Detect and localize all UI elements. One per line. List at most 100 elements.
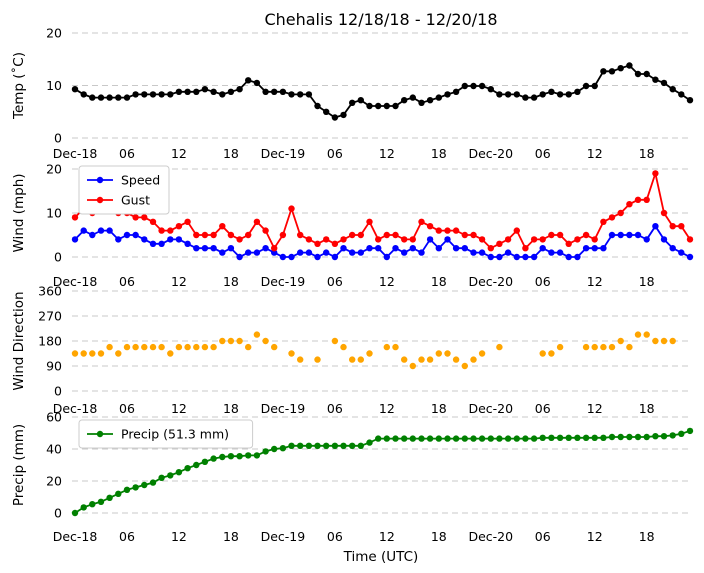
data-point — [634, 231, 642, 239]
data-point — [375, 102, 382, 110]
data-point — [626, 433, 633, 441]
data-point — [643, 70, 650, 78]
x-tick-label: 12 — [587, 529, 603, 544]
data-point — [487, 253, 494, 261]
x-tick-label: 12 — [587, 401, 603, 416]
data-point — [678, 223, 685, 230]
data-point — [201, 231, 209, 239]
data-point — [89, 94, 96, 101]
data-point — [600, 245, 607, 252]
data-point — [652, 223, 659, 230]
data-point — [193, 231, 200, 239]
data-point — [97, 350, 105, 357]
data-point — [106, 343, 113, 351]
data-point — [539, 91, 546, 98]
data-point — [158, 227, 165, 234]
y-tick-label: 10 — [46, 78, 62, 93]
x-tick-label: Dec-20 — [468, 274, 513, 289]
y-tick-label: 40 — [46, 442, 62, 457]
data-point — [617, 231, 624, 239]
legend-label: Speed — [121, 173, 160, 188]
data-point — [608, 343, 616, 351]
data-point — [643, 236, 650, 243]
data-point — [539, 245, 546, 252]
data-point — [504, 435, 512, 442]
data-point — [123, 94, 131, 101]
y-tick-label: 0 — [54, 250, 62, 265]
data-point — [452, 88, 460, 96]
data-point — [271, 249, 278, 256]
data-point — [175, 88, 183, 96]
data-point — [297, 249, 304, 256]
y-tick-label: 20 — [46, 474, 62, 489]
data-point — [219, 249, 226, 256]
data-point — [591, 236, 598, 243]
data-point — [652, 433, 659, 440]
data-point — [435, 227, 442, 234]
data-point — [106, 494, 113, 501]
data-point — [349, 231, 356, 239]
data-point — [392, 231, 399, 239]
data-point — [210, 343, 217, 351]
data-point — [340, 343, 347, 351]
data-point — [600, 218, 607, 225]
data-point — [548, 350, 555, 357]
data-point — [530, 236, 538, 243]
data-point — [357, 356, 364, 363]
x-tick-label: 06 — [119, 146, 135, 161]
data-point — [262, 337, 269, 345]
data-point — [184, 465, 191, 472]
data-point — [97, 94, 105, 101]
data-point — [401, 236, 408, 243]
data-point — [608, 231, 616, 239]
x-tick-label: Dec-18 — [53, 401, 98, 416]
data-point — [193, 343, 200, 351]
data-point — [227, 231, 235, 239]
data-point — [548, 249, 555, 256]
data-point — [652, 337, 659, 345]
data-point — [227, 245, 235, 252]
x-tick-label: 06 — [327, 401, 343, 416]
data-point — [556, 249, 564, 256]
data-point — [409, 236, 416, 243]
data-point — [331, 240, 339, 247]
data-point — [660, 337, 668, 345]
data-point — [357, 249, 364, 256]
data-point — [435, 435, 442, 442]
data-point — [401, 435, 408, 442]
data-point — [608, 68, 616, 75]
x-tick-label: Dec-20 — [468, 146, 513, 161]
data-point — [271, 245, 278, 252]
x-tick-label: 18 — [431, 274, 447, 289]
data-point — [461, 82, 468, 90]
data-point — [496, 91, 503, 98]
data-point — [478, 82, 486, 90]
data-point — [461, 231, 468, 239]
x-tick-label: 18 — [223, 274, 239, 289]
data-point — [556, 231, 564, 239]
data-point — [305, 249, 313, 256]
data-point — [80, 350, 87, 357]
data-point — [617, 209, 624, 217]
x-tick-label: 18 — [223, 146, 239, 161]
data-point — [574, 236, 581, 243]
data-point — [530, 253, 538, 261]
data-point — [253, 249, 261, 256]
data-point — [478, 236, 486, 243]
data-point — [357, 442, 364, 449]
data-point — [366, 102, 373, 110]
data-point — [548, 88, 555, 96]
data-point — [539, 350, 546, 357]
x-tick-label: Dec-20 — [468, 529, 513, 544]
wind-speed-panel: 0 10 20 Wind (mph) Dec-18 06 12 18 Dec-19 06 12 18 D… — [11, 162, 694, 289]
data-point — [513, 253, 520, 261]
data-point — [123, 486, 131, 493]
data-point — [271, 88, 278, 96]
data-point — [149, 479, 157, 486]
data-point — [236, 337, 243, 345]
y-tick-label: 90 — [46, 359, 62, 374]
data-point — [245, 249, 252, 256]
data-point — [340, 111, 347, 119]
x-tick-label: 18 — [431, 529, 447, 544]
data-point — [219, 337, 226, 345]
